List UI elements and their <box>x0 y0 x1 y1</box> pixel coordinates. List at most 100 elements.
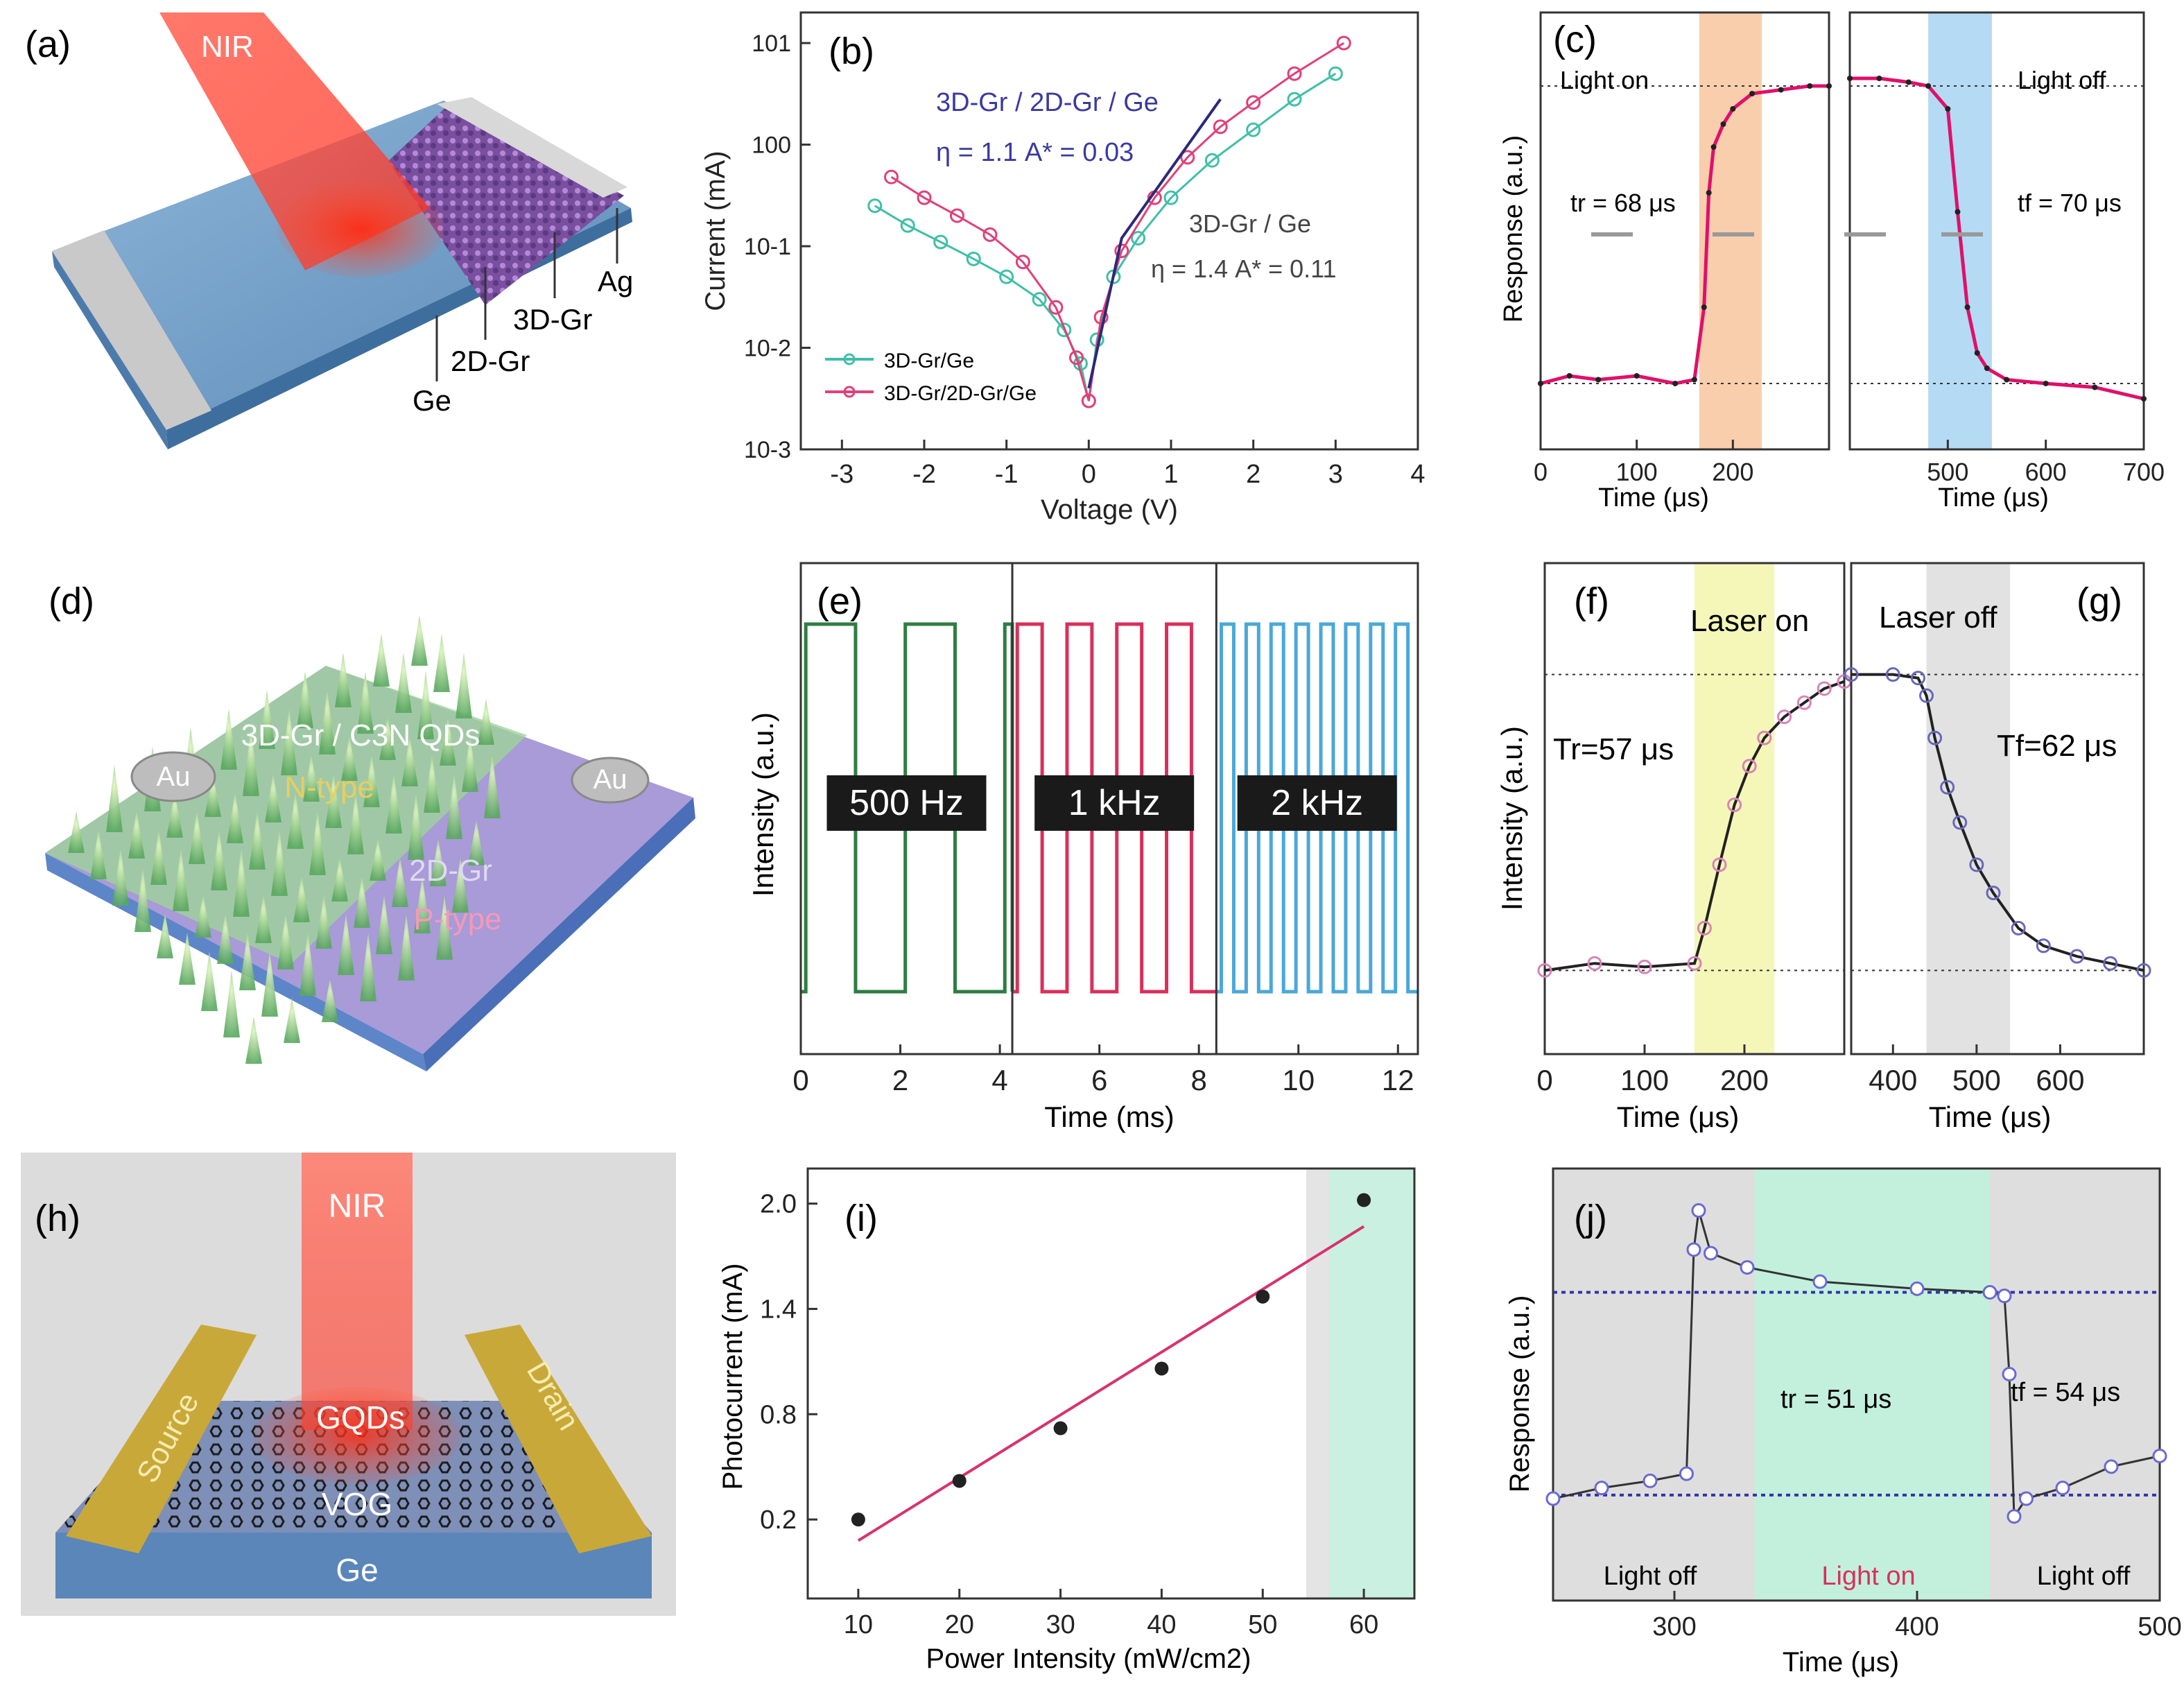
y-tick-label: 2.0 <box>760 1190 797 1219</box>
panel-c: 0 100 200 500 600 700 (c) Light on Light off … <box>1499 11 2165 512</box>
data-point <box>1984 365 1990 371</box>
data-point <box>1672 381 1679 386</box>
graphene-spike <box>303 755 320 802</box>
y-tick-label: 0.8 <box>760 1400 797 1429</box>
data-point <box>1246 95 1261 110</box>
panel-j-letter: (j) <box>1574 1198 1607 1239</box>
data-point <box>1730 106 1736 112</box>
graphene-spike <box>195 895 211 938</box>
au-electrode-right <box>571 757 650 804</box>
data-point <box>1740 1260 1755 1275</box>
graphene-spike <box>223 970 240 1037</box>
data-point <box>1777 709 1792 725</box>
j-tr-label: tr = 51 μs <box>1780 1385 1891 1414</box>
graphene-spike <box>166 793 183 838</box>
y-tick-label: 100 <box>752 132 791 159</box>
data-point <box>1537 963 1552 978</box>
data-point <box>1057 322 1072 338</box>
graphene-spike <box>211 830 227 890</box>
light-off-label: Light off <box>2018 66 2106 94</box>
graphene-spike <box>341 736 358 781</box>
graphene-spike <box>201 951 218 1011</box>
graphene-spike <box>243 727 259 796</box>
b-xlabel: Voltage (V) <box>1041 494 1178 525</box>
data-point <box>1986 886 2001 901</box>
data-point <box>1213 119 1228 135</box>
data-point <box>1180 150 1195 165</box>
graphene-spike <box>128 811 145 859</box>
graphene-spike <box>338 914 354 975</box>
graphene-spike <box>373 634 390 687</box>
data-point <box>2007 1509 2022 1524</box>
panel-i-plot: 10 20 30 40 50 60 0.2 0.8 1.4 2.0 <box>760 1167 1416 1639</box>
data-point <box>1969 857 1984 872</box>
panel-g-letter: (g) <box>2077 580 2122 622</box>
x-tick-label: 4 <box>991 1064 1007 1096</box>
graphene-spike <box>265 774 281 822</box>
nir-label-h: NIR <box>329 1188 386 1225</box>
data-point <box>1925 83 1932 89</box>
data-point <box>1807 83 1813 89</box>
data-point <box>1964 304 1970 310</box>
x-tick-label: 12 <box>1382 1064 1414 1096</box>
graphene-spike <box>452 858 469 913</box>
data-point <box>1952 815 1968 830</box>
data-point <box>1566 373 1572 379</box>
graphene-spike <box>363 755 380 807</box>
graphene-spike <box>478 699 494 745</box>
data-point <box>1081 393 1096 408</box>
panel-i-letter: (i) <box>844 1198 878 1239</box>
x-tick-label: 200 <box>1720 1064 1769 1096</box>
plot-frame <box>806 1167 1416 1600</box>
data-point <box>2055 1481 2070 1496</box>
shaded-region <box>1329 1169 1414 1598</box>
data-point <box>1720 121 1726 127</box>
x-tick-label: -3 <box>830 460 853 489</box>
frequency-label: 500 Hz <box>849 783 964 823</box>
data-point <box>1357 1193 1371 1207</box>
data-point <box>1545 1491 1561 1506</box>
light-off-2: Light off <box>2037 1562 2131 1591</box>
data-point <box>1053 1421 1068 1436</box>
data-point <box>1812 1274 1828 1289</box>
panel-e: 500 Hz 1 kHz 2 kHz 0 2 4 6 8 10 12 (e) Intensity … <box>747 562 1419 1133</box>
data-point <box>1927 730 1943 745</box>
graphene-spike <box>446 774 462 839</box>
graphene-spike <box>430 839 447 886</box>
x-tick-label: 0 <box>1534 458 1548 486</box>
legend-3d-ge: 3D-Gr/Ge <box>884 350 974 372</box>
laser-on-label: Laser on <box>1690 604 1809 638</box>
panel-b-legend: 3D-Gr/Ge 3D-Gr/2D-Gr/Ge <box>825 350 1037 405</box>
data-point <box>2152 1448 2167 1463</box>
x-tick-label: 100 <box>1620 1064 1669 1096</box>
panel-b: -3 -2 -1 0 1 2 3 4 10-3 10-2 10-1 100 101 Voltage (V)… <box>700 11 1425 525</box>
frequency-box <box>1237 775 1397 831</box>
panel-c-letter: (c) <box>1553 19 1597 60</box>
data-point <box>2103 956 2118 971</box>
data-point <box>1093 309 1109 325</box>
data-point <box>1940 779 1955 795</box>
c-tr-label: tr = 68 μs <box>1570 189 1676 217</box>
data-point <box>1032 292 1047 307</box>
eta-top: η = 1.1 A* = 0.03 <box>936 138 1134 167</box>
panel-a-letter: (a) <box>25 24 71 65</box>
graphene-spike <box>112 849 129 906</box>
data-point <box>1796 695 1812 710</box>
nir-label: NIR <box>201 30 254 64</box>
x-tick-label: 40 <box>1147 1610 1176 1639</box>
data-point <box>1945 106 1951 112</box>
x-tick-label: 600 <box>2025 458 2067 486</box>
graphene-spike <box>322 979 338 1022</box>
j-tf-label: tf = 54 μs <box>2011 1378 2120 1407</box>
graphene-spike <box>249 811 266 870</box>
graphene-spike <box>287 793 304 849</box>
data-point <box>999 269 1014 284</box>
graphene-spike <box>401 736 418 786</box>
graphene-spike <box>233 849 250 917</box>
x-tick-label: 200 <box>1712 458 1753 486</box>
x-tick-label: 2 <box>1246 460 1260 489</box>
data-point <box>1706 190 1712 196</box>
graphene-spike <box>281 709 297 775</box>
data-point <box>1691 377 1697 383</box>
data-point <box>1712 857 1727 872</box>
